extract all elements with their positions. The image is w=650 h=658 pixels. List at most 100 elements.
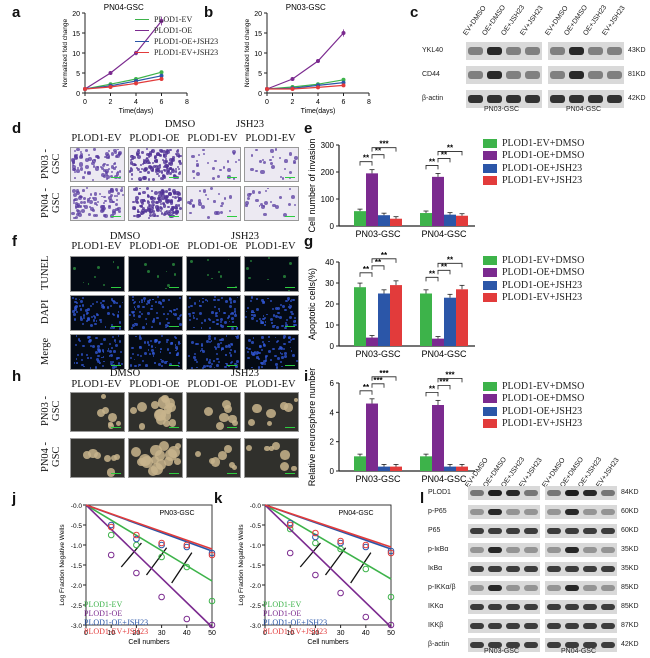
cell-mark (100, 301, 103, 305)
cell-mark (101, 406, 110, 414)
scale-bar (111, 215, 121, 217)
cell-mark (277, 316, 280, 318)
protein-band (470, 566, 484, 572)
cell-mark (288, 176, 292, 180)
cell-mark (94, 322, 97, 325)
cell-mark (284, 308, 287, 312)
cell-mark (86, 187, 89, 190)
cell-mark (161, 196, 166, 201)
cell-mark (130, 154, 134, 159)
cell-mark (166, 312, 170, 316)
cell-mark (118, 177, 121, 180)
bar (390, 285, 402, 346)
cell-mark (233, 310, 236, 313)
cell-mark (213, 296, 216, 299)
cell-mark (267, 278, 269, 281)
column-header: PLOD1-EV (245, 241, 296, 252)
significance-label: ** (429, 157, 436, 166)
cell-mark (116, 313, 120, 317)
cell-mark (171, 158, 175, 161)
cell-mark (288, 262, 292, 266)
cell-mark (230, 362, 233, 365)
micrograph (244, 147, 299, 182)
blot-strip (468, 581, 540, 595)
cell-mark (279, 351, 282, 354)
cell-mark (288, 187, 292, 191)
cell-mark (273, 324, 276, 327)
cell-mark (217, 299, 220, 302)
protein-band (468, 95, 483, 103)
cell-mark (80, 353, 84, 356)
cell-mark (92, 165, 96, 168)
significance-label: ** (363, 154, 370, 163)
cell-mark (217, 345, 220, 349)
cell-mark (283, 213, 288, 218)
protein-band (470, 547, 484, 553)
cell-mark (260, 320, 262, 322)
panel-label-b: b (204, 4, 214, 21)
cell-mark (135, 195, 139, 200)
y-axis-label: Log Fraction Negative Wells (238, 524, 245, 606)
cell-mark (80, 300, 84, 304)
cell-mark (275, 341, 278, 344)
legend-item: PLOD1-EV+JSH23 (263, 627, 328, 636)
cell-mark (222, 166, 226, 169)
category-label: PN03-GSC (355, 229, 401, 239)
cell-mark (288, 289, 290, 291)
cell-mark (81, 176, 85, 179)
cell-mark (114, 188, 118, 192)
cell-mark (115, 357, 119, 361)
panel-label-l: l (420, 490, 425, 507)
cell-mark (208, 337, 212, 341)
fit-line (264, 504, 392, 628)
cell-mark (89, 367, 92, 369)
cell-mark (100, 209, 104, 214)
data-point (107, 521, 115, 529)
cell-mark (150, 401, 159, 410)
cell-mark (165, 398, 176, 409)
legend-swatch (483, 255, 497, 265)
protein-band (601, 528, 615, 534)
cell-mark (294, 156, 298, 160)
bar (456, 466, 468, 471)
blot-strip (468, 543, 540, 557)
micrograph (186, 295, 241, 331)
cell-mark (140, 164, 142, 167)
cell-mark (73, 217, 76, 220)
y-tick-label: -0.0 (71, 503, 83, 510)
panel-label-c: c (410, 4, 419, 21)
cell-mark (160, 358, 163, 361)
cell-mark (76, 203, 80, 207)
cell-mark (251, 317, 254, 320)
scale-bar (169, 286, 179, 288)
protein-band (506, 71, 521, 79)
cell-mark (107, 350, 110, 353)
significance-bracket (359, 390, 373, 395)
cell-mark (103, 360, 105, 363)
cell-mark (290, 346, 292, 349)
significance-bracket (437, 269, 451, 275)
micrograph (128, 392, 183, 432)
cell-mark (160, 212, 164, 216)
cell-mark (193, 356, 196, 359)
cell-mark (198, 300, 201, 302)
cell-mark (205, 299, 207, 302)
significance-label: *** (439, 377, 449, 386)
cell-mark (270, 201, 273, 204)
cell-mark (191, 367, 193, 369)
bar (420, 213, 432, 226)
cell-mark (226, 160, 230, 163)
cell-mark (77, 338, 81, 341)
cell-mark (152, 210, 156, 213)
cell-mark (206, 161, 210, 165)
protein-band (488, 566, 502, 572)
cell-mark (155, 347, 157, 349)
cell-mark (72, 199, 76, 202)
bar (354, 456, 366, 471)
cell-mark (101, 299, 105, 303)
cell-mark (132, 352, 135, 356)
cell-mark (220, 297, 223, 299)
cell-mark (148, 151, 153, 156)
y-tick-label: -3.0 (250, 623, 262, 630)
cell-mark (147, 465, 158, 476)
